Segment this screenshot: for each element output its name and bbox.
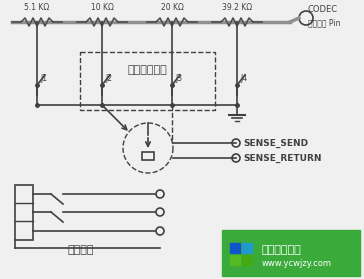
Text: 音频插座: 音频插座 (68, 245, 95, 255)
Bar (15, 185, 33, 240)
Text: SENSE_SEND: SENSE_SEND (243, 138, 308, 148)
Text: 插座探测 Pin: 插座探测 Pin (308, 18, 340, 28)
Bar (230, 243, 240, 253)
Bar (230, 255, 240, 265)
Text: 39.2 KΩ: 39.2 KΩ (222, 3, 252, 12)
Text: J3: J3 (175, 74, 182, 83)
Text: J1: J1 (40, 74, 47, 83)
Text: 20 KΩ: 20 KΩ (161, 3, 183, 12)
Text: SENSE_RETURN: SENSE_RETURN (243, 153, 321, 163)
Text: J4: J4 (240, 74, 247, 83)
Text: 5.1 KΩ: 5.1 KΩ (24, 3, 50, 12)
Text: 纯净系统之家: 纯净系统之家 (262, 245, 302, 255)
Text: www.ycwjzy.com: www.ycwjzy.com (262, 259, 332, 268)
Bar (142, 152, 154, 160)
Text: CODEC: CODEC (308, 5, 338, 14)
Bar (242, 255, 252, 265)
Text: 10 KΩ: 10 KΩ (91, 3, 114, 12)
Bar (80, 52, 215, 110)
Bar (242, 243, 252, 253)
Text: J2: J2 (105, 74, 112, 83)
Text: 插座探测电路: 插座探测电路 (128, 65, 167, 75)
Bar (222, 230, 360, 276)
